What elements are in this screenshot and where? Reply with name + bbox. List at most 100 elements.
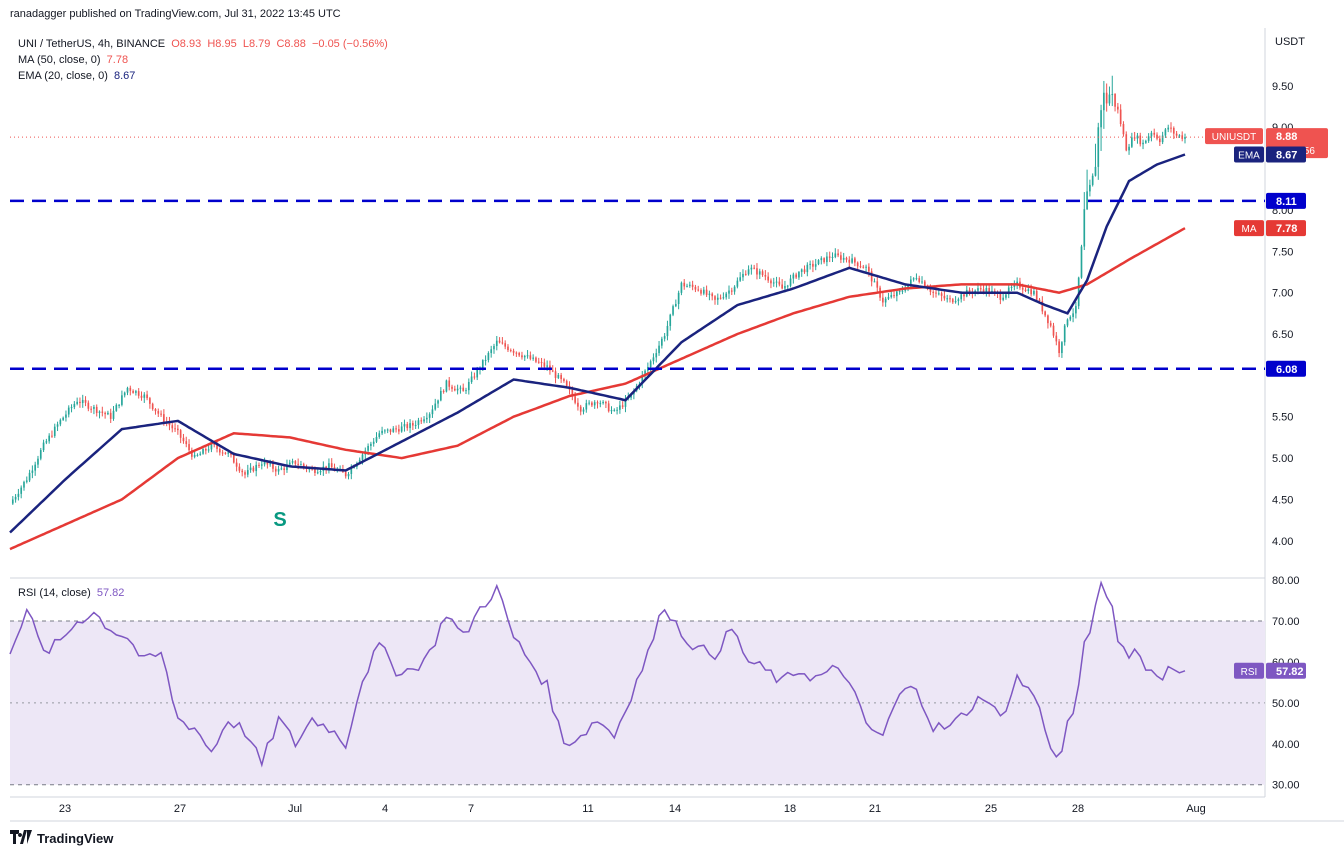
candle-body[interactable] — [865, 266, 867, 268]
candle-body[interactable] — [767, 276, 769, 281]
candle-body[interactable] — [831, 256, 834, 258]
rsi-value-tag-bg[interactable] — [1266, 662, 1306, 679]
candle-body[interactable] — [255, 464, 258, 472]
price-tick-label[interactable]: 5.50 — [1272, 412, 1293, 424]
candle-body[interactable] — [1108, 94, 1111, 104]
candle-body[interactable] — [1038, 299, 1041, 302]
candle-body[interactable] — [870, 271, 873, 282]
candle-body[interactable] — [887, 297, 890, 299]
candle-body[interactable] — [893, 295, 895, 297]
candle-body[interactable] — [224, 452, 227, 454]
candle-body[interactable] — [123, 392, 126, 396]
candle-body[interactable] — [252, 467, 255, 472]
candle-body[interactable] — [619, 405, 621, 410]
candle-body[interactable] — [747, 269, 750, 275]
candle-body[interactable] — [121, 395, 123, 405]
candle-body[interactable] — [789, 278, 792, 286]
annotation-s[interactable]: S — [273, 509, 286, 531]
ma50-line[interactable] — [9, 227, 1186, 551]
candle-body[interactable] — [207, 449, 210, 451]
candle-body[interactable] — [1030, 289, 1032, 295]
candle-body[interactable] — [87, 402, 90, 409]
ma-price-tag-bg[interactable] — [1266, 220, 1306, 237]
candle-body[interactable] — [826, 256, 828, 263]
candle-body[interactable] — [988, 287, 991, 293]
candle-body[interactable] — [937, 293, 940, 295]
candle-body[interactable] — [143, 394, 146, 398]
time-tick-label[interactable]: 27 — [174, 803, 186, 815]
candle-body[interactable] — [1016, 281, 1018, 284]
candle-body[interactable] — [177, 428, 179, 431]
level-tag-bg[interactable] — [1266, 360, 1306, 377]
rsi-legend-row[interactable]: RSI (14, close) 57.82 — [18, 587, 124, 599]
candle-body[interactable] — [112, 410, 115, 419]
candle-body[interactable] — [423, 419, 425, 422]
candle-body[interactable] — [70, 407, 73, 409]
candle-body[interactable] — [845, 257, 848, 260]
candle-body[interactable] — [277, 468, 280, 472]
candle-body[interactable] — [1147, 136, 1150, 141]
candle-body[interactable] — [160, 413, 162, 415]
candle-body[interactable] — [330, 463, 333, 468]
candle-body[interactable] — [1111, 94, 1114, 96]
candle-body[interactable] — [73, 403, 76, 408]
candle-body[interactable] — [912, 278, 915, 280]
candle-body[interactable] — [968, 289, 971, 293]
candle-body[interactable] — [1002, 297, 1004, 300]
ema-tag-bg[interactable] — [1234, 146, 1264, 163]
candle-body[interactable] — [1131, 137, 1133, 147]
candle-body[interactable] — [543, 362, 546, 367]
candle-body[interactable] — [940, 293, 943, 296]
candle-body[interactable] — [999, 293, 1002, 300]
candle-body[interactable] — [837, 253, 839, 256]
candle-body[interactable] — [48, 435, 51, 442]
candle-body[interactable] — [420, 420, 423, 422]
candle-body[interactable] — [571, 389, 574, 397]
candle-body[interactable] — [694, 286, 697, 290]
candle-body[interactable] — [249, 467, 252, 471]
candle-body[interactable] — [644, 370, 646, 376]
candle-body[interactable] — [781, 284, 783, 289]
candle-body[interactable] — [982, 289, 985, 292]
candle-body[interactable] — [42, 442, 45, 451]
candle-body[interactable] — [1072, 313, 1074, 317]
candle-body[interactable] — [84, 399, 87, 403]
candle-body[interactable] — [1010, 286, 1013, 288]
candle-body[interactable] — [585, 403, 588, 410]
candle-body[interactable] — [1091, 175, 1094, 185]
candle-body[interactable] — [319, 471, 322, 473]
candle-body[interactable] — [935, 292, 937, 294]
candle-body[interactable] — [154, 409, 157, 412]
candle-body[interactable] — [191, 450, 193, 457]
candle-body[interactable] — [708, 293, 711, 295]
candle-body[interactable] — [221, 452, 224, 454]
candle-body[interactable] — [591, 402, 593, 406]
candle-body[interactable] — [574, 396, 576, 403]
candle-body[interactable] — [157, 411, 160, 414]
candle-body[interactable] — [39, 450, 42, 459]
candle-body[interactable] — [258, 464, 260, 466]
candle-body[interactable] — [842, 257, 845, 260]
candle-body[interactable] — [163, 414, 165, 422]
candle-body[interactable] — [605, 401, 607, 404]
candle-body[interactable] — [1164, 129, 1167, 136]
time-tick-label[interactable]: Jul — [288, 803, 302, 815]
candle-body[interactable] — [909, 279, 912, 285]
candle-body[interactable] — [274, 468, 277, 472]
candle-body[interactable] — [426, 417, 428, 420]
candle-body[interactable] — [431, 409, 434, 415]
candle-body[interactable] — [854, 258, 856, 263]
candle-body[interactable] — [403, 424, 406, 427]
candle-body[interactable] — [291, 461, 294, 463]
candle-body[interactable] — [328, 463, 330, 470]
candle-body[interactable] — [957, 299, 960, 302]
candle-body[interactable] — [459, 387, 462, 389]
candle-body[interactable] — [437, 400, 439, 404]
candle-body[interactable] — [537, 361, 540, 363]
ma-tag-bg[interactable] — [1234, 220, 1264, 237]
candle-body[interactable] — [772, 282, 775, 284]
candle-body[interactable] — [81, 399, 84, 404]
level-tag-value[interactable]: 8.11 — [1276, 196, 1297, 208]
candle-body[interactable] — [700, 290, 702, 294]
candle-body[interactable] — [375, 436, 378, 442]
